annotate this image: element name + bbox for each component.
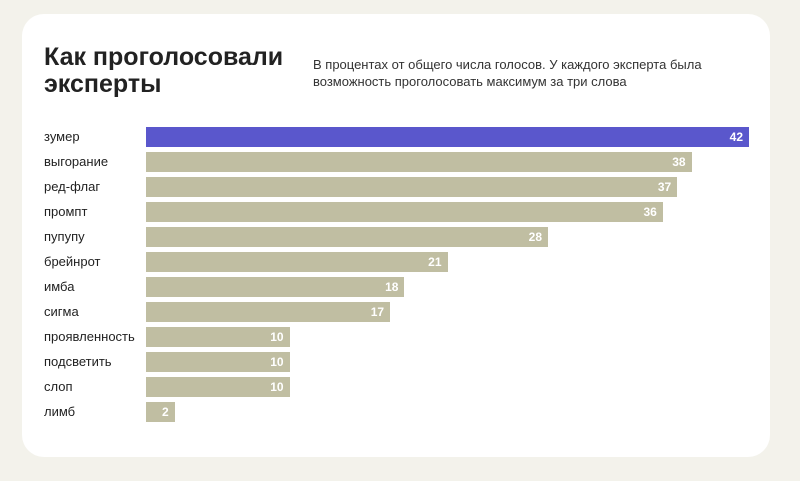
category-label: пупупу [44,229,85,244]
chart-title: Как проголосовали эксперты [44,43,284,98]
bar: 36 [146,202,663,222]
bar: 17 [146,302,391,322]
category-label: проявленность [44,329,135,344]
data-label: 10 [270,380,284,394]
category-label: ред-флаг [44,179,101,194]
category-label: слоп [44,379,73,394]
data-label: 18 [385,280,399,294]
bar: 37 [146,177,678,197]
bar: 2 [146,402,175,422]
category-label: промпт [44,204,88,219]
data-label: 38 [672,155,686,169]
data-label: 17 [370,305,385,319]
data-label: 37 [657,180,672,194]
category-label: имба [44,279,75,294]
category-label: сигма [44,304,79,319]
data-label: 10 [270,355,284,369]
bar: 10 [146,377,290,397]
data-label: 42 [729,130,743,144]
bar: 38 [146,152,692,172]
bar: 28 [146,227,548,247]
data-label: 2 [162,405,169,419]
category-label: брейнрот [44,254,101,269]
category-label: зумер [44,129,80,144]
category-label: лимб [44,404,76,419]
data-label: 36 [643,205,657,219]
bar: 10 [146,327,290,347]
bar: 21 [146,252,448,272]
category-label: выгорание [44,154,109,169]
bar: 42 [146,127,749,147]
bar: 10 [146,352,290,372]
category-label: подсветить [44,354,112,369]
data-label: 21 [428,255,442,269]
data-label: 10 [270,330,284,344]
data-label: 28 [528,230,542,244]
bar: 18 [146,277,405,297]
chart-subtitle: В процентах от общего числа голосов. У к… [313,57,702,89]
